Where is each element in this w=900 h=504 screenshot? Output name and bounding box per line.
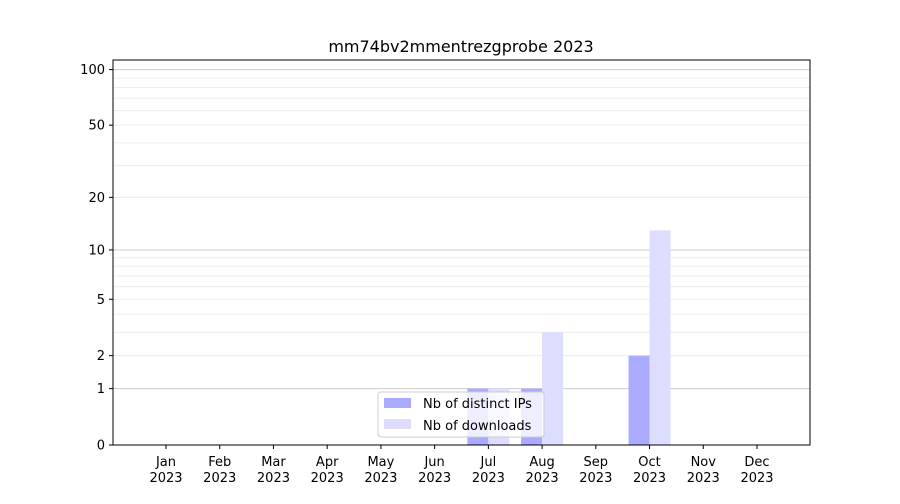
y-tick-label: 1 bbox=[97, 382, 105, 397]
y-tick-label: 100 bbox=[80, 63, 105, 78]
legend-swatch-downloads bbox=[384, 419, 411, 429]
y-tick-label: 2 bbox=[97, 349, 105, 364]
x-tick-label: Jan 2023 bbox=[149, 455, 182, 486]
x-tick-label: Aug 2023 bbox=[526, 455, 559, 486]
x-tick-label: Sep 2023 bbox=[579, 455, 612, 486]
x-tick-label: May 2023 bbox=[364, 455, 397, 486]
bar-downloads bbox=[649, 230, 671, 445]
x-tick-label: Dec 2023 bbox=[740, 455, 773, 486]
bar-downloads bbox=[542, 332, 564, 445]
y-tick-label: 5 bbox=[97, 293, 105, 308]
y-tick-label: 50 bbox=[88, 119, 105, 134]
legend: Nb of distinct IPs Nb of downloads bbox=[377, 391, 545, 438]
legend-frame bbox=[377, 391, 545, 438]
bar-ips bbox=[628, 355, 650, 445]
y-axis: 0 1 2 5 10 20 50 100 bbox=[80, 63, 113, 454]
y-tick-label: 0 bbox=[97, 439, 105, 454]
x-tick-label: Jun 2023 bbox=[418, 455, 451, 486]
legend-label-downloads: Nb of downloads bbox=[423, 419, 532, 434]
y-tick-label: 20 bbox=[88, 191, 105, 206]
plot-frame bbox=[112, 59, 811, 446]
chart-title: mm74bv2mmentrezgprobe 2023 bbox=[328, 37, 593, 56]
x-tick-label: Jul 2023 bbox=[472, 455, 505, 486]
x-axis: Jan 2023 Feb 2023 Mar 2023 Apr 2023 May 2023 Jun 20… bbox=[149, 445, 774, 486]
x-tick-label: Mar 2023 bbox=[257, 455, 290, 486]
x-tick-label: Oct 2023 bbox=[633, 455, 666, 486]
x-tick-label: Feb 2023 bbox=[203, 455, 236, 486]
x-tick-label: Nov 2023 bbox=[687, 455, 720, 486]
legend-label-ips: Nb of distinct IPs bbox=[423, 397, 532, 412]
grid bbox=[113, 69, 810, 390]
x-tick-label: Apr 2023 bbox=[311, 455, 344, 486]
legend-swatch-ips bbox=[384, 398, 411, 408]
y-tick-label: 10 bbox=[88, 243, 105, 258]
